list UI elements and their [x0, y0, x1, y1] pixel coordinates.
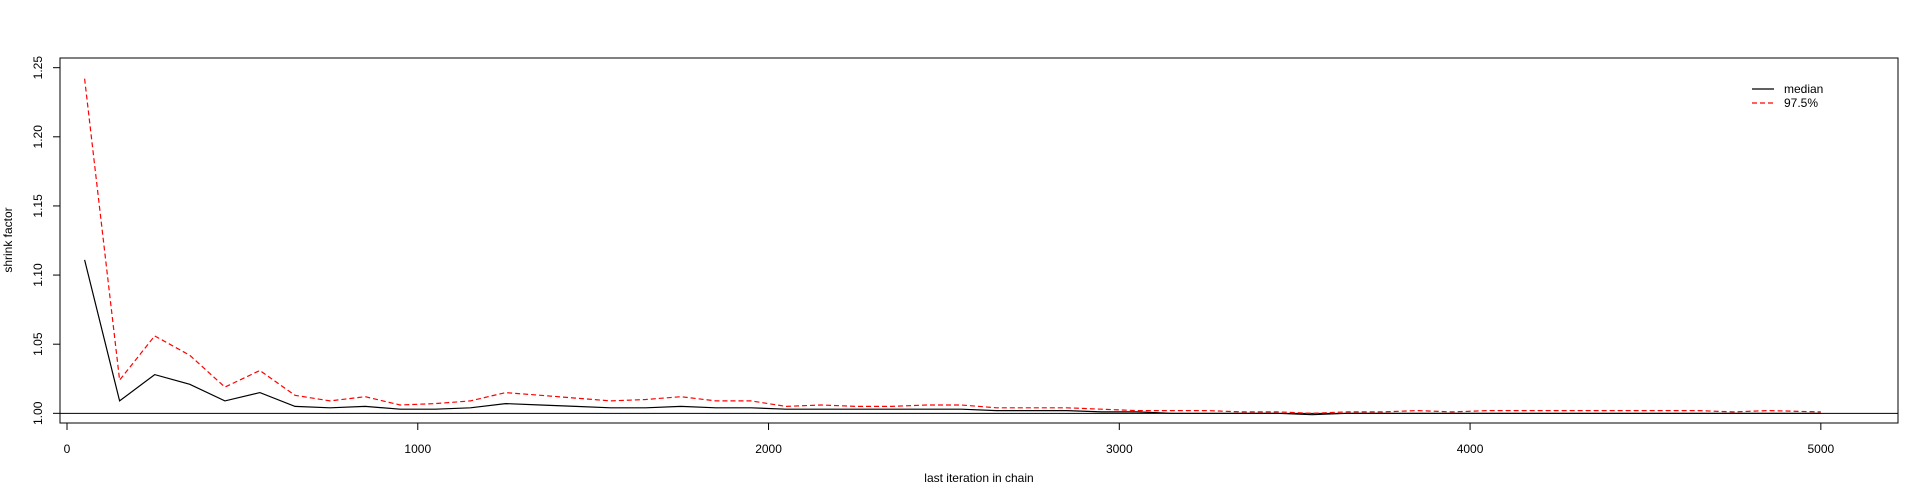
x-tick-label: 1000 — [404, 442, 431, 456]
y-axis: 1.00 1.05 1.10 1.15 1.20 1.25 — [31, 56, 61, 425]
y-tick-label: 1.20 — [31, 125, 45, 149]
y-axis-title: shrink factor — [1, 207, 15, 272]
x-tick-label: 5000 — [1807, 442, 1834, 456]
series-layer — [84, 78, 1821, 416]
x-axis: 0 1000 2000 3000 4000 5000 — [64, 422, 1835, 456]
x-tick-label: 0 — [64, 442, 71, 456]
y-tick-label: 1.25 — [31, 56, 45, 80]
x-tick-label: 2000 — [755, 442, 782, 456]
legend-median-label: median — [1784, 82, 1823, 96]
y-tick-label: 1.15 — [31, 194, 45, 218]
x-tick-label: 4000 — [1457, 442, 1484, 456]
series-line-97-5 — [84, 78, 1821, 414]
legend-97-5-label: 97.5% — [1784, 96, 1818, 110]
series-line-median — [84, 259, 1821, 416]
x-tick-label: 3000 — [1106, 442, 1133, 456]
plot-frame — [59, 57, 1899, 424]
legend: median 97.5% — [1752, 82, 1823, 110]
y-tick-label: 1.00 — [31, 401, 45, 425]
y-tick-label: 1.10 — [31, 263, 45, 287]
x-axis-title: last iteration in chain — [924, 471, 1033, 485]
y-tick-label: 1.05 — [31, 332, 45, 356]
